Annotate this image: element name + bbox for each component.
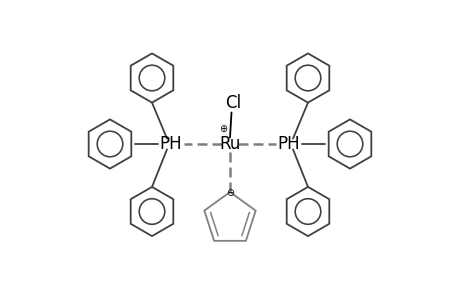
Circle shape [295,199,320,224]
Text: ⊖: ⊖ [225,188,234,199]
Polygon shape [130,53,173,103]
Circle shape [139,199,164,224]
Text: Ru: Ru [219,135,240,153]
Circle shape [97,131,123,157]
Text: ⊕: ⊕ [219,124,227,134]
Polygon shape [328,119,370,169]
Polygon shape [130,187,173,236]
Circle shape [139,65,164,91]
Polygon shape [286,53,329,103]
Circle shape [336,131,362,157]
Polygon shape [204,192,255,241]
Text: PH: PH [159,135,182,153]
Polygon shape [89,119,131,169]
Polygon shape [286,187,329,236]
Circle shape [295,65,320,91]
Text: Cl: Cl [224,94,241,112]
Text: PH: PH [277,135,300,153]
